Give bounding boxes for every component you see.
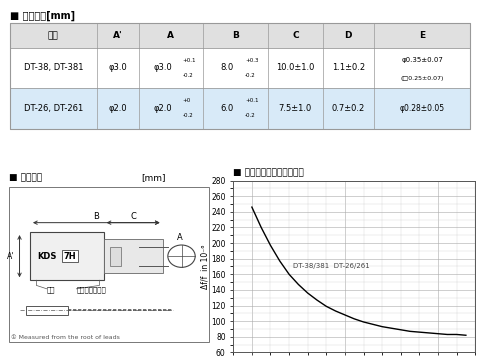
Text: φ2.0: φ2.0 [108,104,127,113]
Text: C: C [130,212,136,221]
Bar [10,48,470,88]
Text: B: B [232,31,239,40]
Text: 0.7±0.2: 0.7±0.2 [332,104,365,113]
Text: 7H: 7H [64,252,76,261]
Text: B: B [94,212,99,221]
Bar [110,247,120,266]
Text: ■ 外形寸法[mm]: ■ 外形寸法[mm] [10,11,74,21]
Text: -0.2: -0.2 [245,73,256,78]
Text: φ0.28±0.05: φ0.28±0.05 [399,104,444,113]
Text: -0.2: -0.2 [182,73,193,78]
Text: [mm]: [mm] [142,173,166,182]
Text: DT-38, DT-381: DT-38, DT-381 [24,63,83,72]
Text: ■ 外形寸法: ■ 外形寸法 [9,173,42,182]
Text: +0.1: +0.1 [182,58,196,63]
Text: 社名: 社名 [47,287,55,293]
Text: ■ 負荷容量特性（代表例）: ■ 負荷容量特性（代表例） [233,168,304,177]
Text: -0.2: -0.2 [182,113,193,118]
Text: DT-38/381  DT-26/261: DT-38/381 DT-26/261 [293,263,370,269]
Text: 7.5±1.0: 7.5±1.0 [279,104,312,113]
Text: E: E [419,31,425,40]
Text: +0.1: +0.1 [245,99,259,104]
Text: 6.0: 6.0 [220,104,234,113]
Text: (□0.25±0.07): (□0.25±0.07) [400,76,444,81]
Text: C: C [292,31,299,40]
Text: DT-26, DT-261: DT-26, DT-261 [24,104,83,113]
Bar [104,239,163,273]
Text: 8.0: 8.0 [220,63,234,72]
Text: +0.3: +0.3 [245,58,259,63]
Bar [10,23,470,129]
Text: A': A' [7,252,15,261]
Text: +0: +0 [182,99,191,104]
Bar [30,232,104,280]
Text: D: D [345,31,352,40]
Y-axis label: Δf/f  in 10⁻⁶: Δf/f in 10⁻⁶ [201,244,210,289]
Bar [26,306,68,315]
Text: φ2.0: φ2.0 [153,104,172,113]
Bar [10,23,470,48]
Bar [10,88,470,129]
Text: 10.0±1.0: 10.0±1.0 [276,63,314,72]
Text: -0.2: -0.2 [245,113,256,118]
Text: 1.1±0.2: 1.1±0.2 [332,63,365,72]
Text: A: A [168,31,174,40]
Text: φ0.35±0.07: φ0.35±0.07 [401,57,443,63]
Text: ① Measured from the root of leads: ① Measured from the root of leads [11,335,120,340]
Text: A': A' [113,31,123,40]
Text: φ3.0: φ3.0 [108,63,127,72]
Text: 型名: 型名 [48,31,59,40]
Text: φ3.0: φ3.0 [153,63,172,72]
Text: 製造ロット番号: 製造ロット番号 [76,287,106,293]
Text: KDS: KDS [37,252,57,261]
Text: A: A [177,233,182,242]
